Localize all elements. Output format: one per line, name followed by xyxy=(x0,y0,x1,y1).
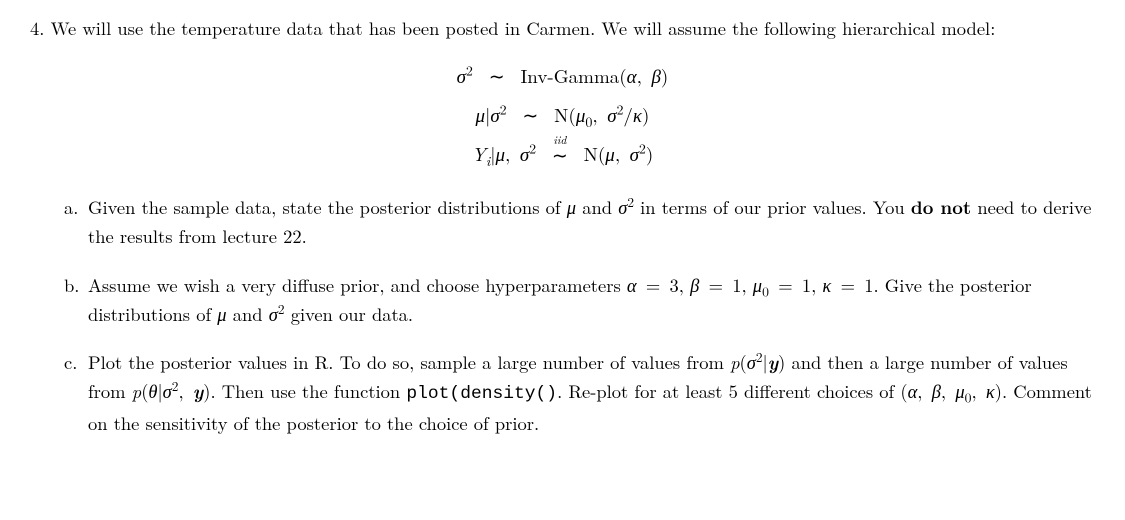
iid-symbol: iid∼ xyxy=(552,135,568,165)
problem-intro: 4. We will use the temperature data that… xyxy=(30,14,1095,43)
model-line-1: σ2 ∼ Inv-Gamma(α, β) xyxy=(30,57,1095,96)
part-b: b.Assume we wish a very diffuse prior, a… xyxy=(30,271,1095,328)
model-equations: σ2 ∼ Inv-Gamma(α, β) μ|σ2 ∼ N(μ0, σ2/κ) … xyxy=(30,57,1095,174)
part-b-label: b. xyxy=(64,271,88,300)
problem-4: 4. We will use the temperature data that… xyxy=(0,0,1125,520)
part-a: a.Given the sample data, state the poste… xyxy=(30,193,1095,250)
model-line-3: Yi|μ, σ2 iid∼ N(μ, σ2) xyxy=(30,135,1095,174)
model-line-2: μ|σ2 ∼ N(μ0, σ2/κ) xyxy=(30,96,1095,135)
r-code: plot(density() xyxy=(406,384,557,404)
intro-text: We will use the temperature data that ha… xyxy=(51,15,996,41)
question-number: 4. xyxy=(30,15,44,41)
part-a-label: a. xyxy=(64,193,88,222)
part-c-label: c. xyxy=(64,348,88,377)
part-c: c.Plot the posterior values in R. To do … xyxy=(30,348,1095,437)
